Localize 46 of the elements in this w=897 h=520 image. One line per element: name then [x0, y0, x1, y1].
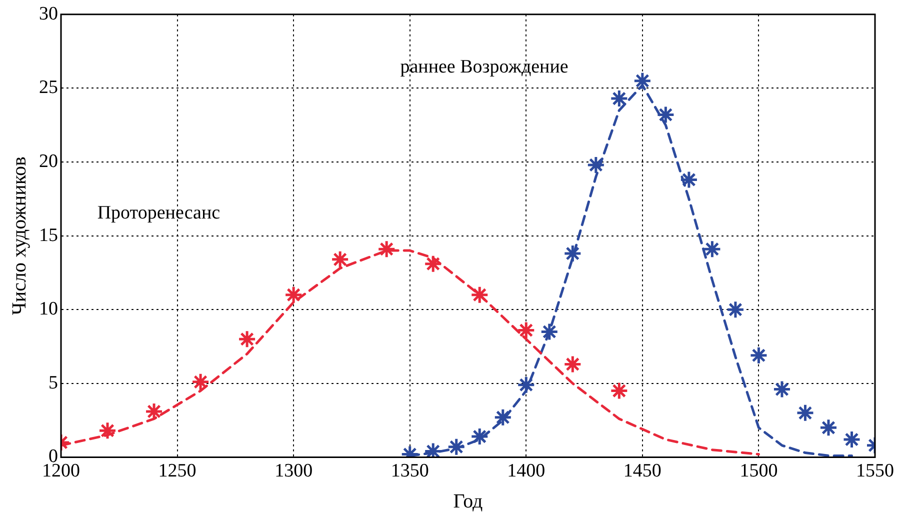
- point: [633, 72, 652, 90]
- point: [610, 382, 628, 400]
- x-tick-label: 1400: [507, 460, 546, 482]
- point: [842, 430, 861, 449]
- point: [516, 376, 536, 394]
- x-tick-label: 1350: [390, 460, 429, 482]
- point: [98, 421, 117, 440]
- annotation: Проторенесанс: [97, 202, 220, 224]
- y-tick-label: 5: [48, 372, 58, 394]
- point: [516, 321, 536, 340]
- point: [470, 427, 489, 446]
- point: [238, 330, 256, 348]
- point: [772, 380, 792, 399]
- point: [656, 106, 675, 124]
- y-axis-title: Число художников: [8, 156, 30, 316]
- y-tick-label: 15: [39, 224, 58, 246]
- point: [330, 250, 350, 269]
- point: [191, 372, 210, 392]
- point: [447, 438, 466, 456]
- point: [424, 254, 442, 274]
- point: [796, 404, 814, 422]
- y-tick-label: 30: [39, 3, 58, 24]
- x-tick-label: 1450: [623, 460, 662, 482]
- x-tick-label: 1300: [274, 460, 313, 482]
- point: [284, 286, 303, 304]
- point: [586, 156, 606, 174]
- x-tick-label: 1500: [740, 460, 778, 482]
- y-tick-label: 25: [39, 77, 58, 98]
- point: [377, 240, 396, 258]
- point: [702, 240, 722, 258]
- point: [540, 322, 559, 341]
- point: [494, 408, 512, 427]
- x-tick-label: 1250: [158, 460, 196, 482]
- point: [470, 286, 489, 304]
- annotation: раннее Возрождение: [400, 56, 568, 78]
- point: [680, 170, 698, 189]
- point: [819, 418, 838, 437]
- point: [610, 89, 628, 108]
- point: [563, 244, 582, 263]
- point: [749, 346, 768, 365]
- x-tick-label: 1550: [856, 460, 894, 482]
- point: [726, 300, 745, 319]
- y-tick-label: 20: [39, 150, 58, 172]
- x-axis-title: Год: [453, 490, 483, 512]
- y-tick-label: 10: [39, 298, 58, 320]
- point: [563, 354, 582, 374]
